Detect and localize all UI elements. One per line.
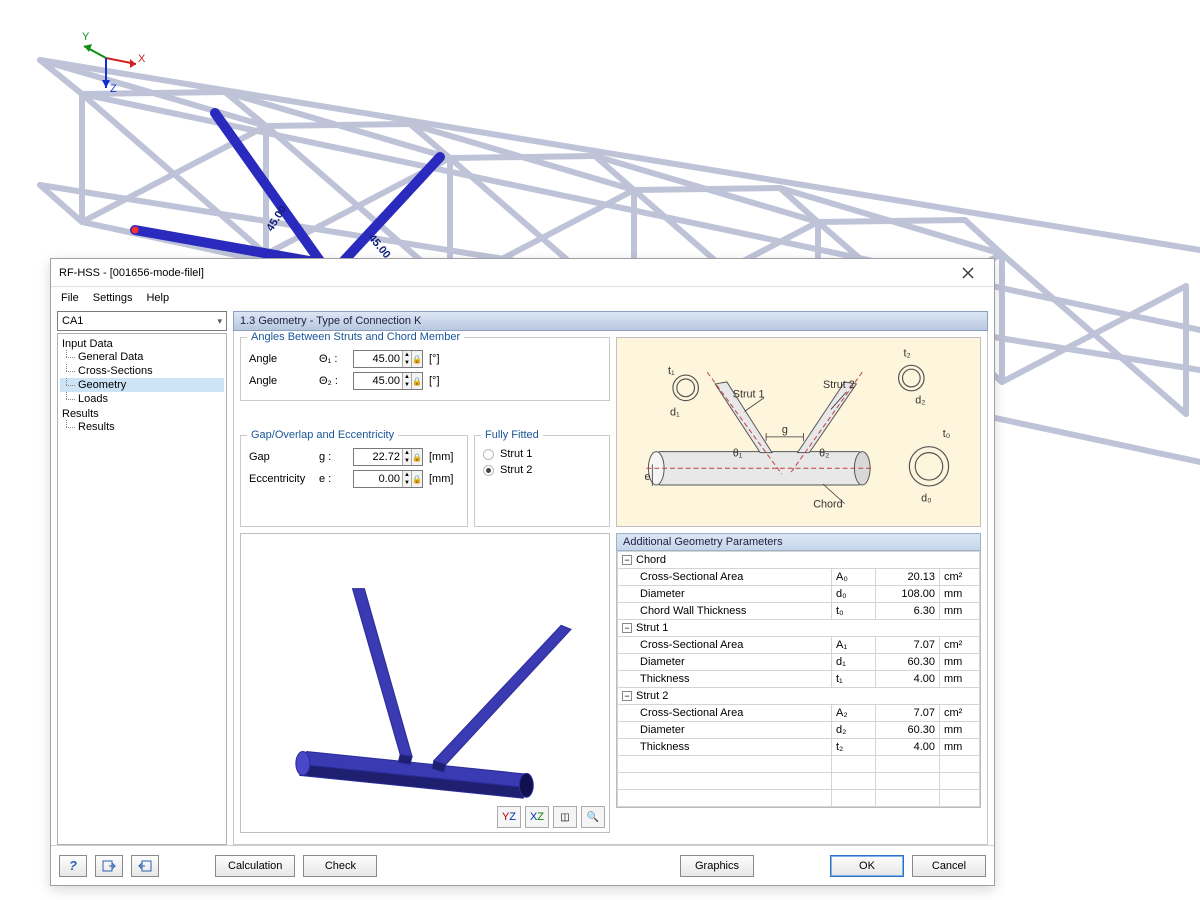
- tree-results[interactable]: Results: [60, 420, 224, 434]
- close-button[interactable]: [950, 263, 986, 283]
- cancel-button[interactable]: Cancel: [912, 855, 986, 877]
- svg-text:θ₁: θ₁: [733, 448, 743, 460]
- menu-help[interactable]: Help: [146, 292, 169, 304]
- svg-text:Y: Y: [82, 31, 90, 43]
- svg-text:t₀: t₀: [943, 428, 950, 440]
- collapse-icon[interactable]: −: [622, 623, 632, 633]
- lock-icon[interactable]: 🔒: [411, 449, 422, 465]
- gap-label: Gap: [249, 451, 313, 463]
- rf-hss-window: RF-HSS - [001656-mode-filel] File Settin…: [50, 258, 995, 886]
- nav-tree[interactable]: Input Data General Data Cross-Sections G…: [57, 333, 227, 845]
- params-title: Additional Geometry Parameters: [616, 533, 981, 551]
- angles-title: Angles Between Struts and Chord Member: [247, 331, 464, 343]
- menubar: File Settings Help: [51, 287, 994, 309]
- svg-text:d₁: d₁: [670, 406, 680, 418]
- fitted-strut2-radio[interactable]: Strut 2: [483, 462, 601, 478]
- svg-text:t₁: t₁: [668, 365, 675, 377]
- svg-text:g: g: [782, 424, 788, 436]
- lock-icon[interactable]: 🔒: [411, 373, 422, 389]
- ecc-label: Eccentricity: [249, 473, 313, 485]
- footer: ? Calculation Check Graphics OK Cancel: [51, 845, 994, 885]
- window-title: RF-HSS - [001656-mode-filel]: [59, 267, 204, 279]
- theta1-unit: [°]: [429, 353, 459, 365]
- gap-input[interactable]: ▲▼🔒: [353, 448, 423, 466]
- gap-groupbox: Gap/Overlap and Eccentricity Gap g : ▲▼🔒…: [240, 435, 468, 527]
- svg-text:Chord: Chord: [813, 499, 842, 511]
- svg-text:e: e: [644, 471, 650, 483]
- lock-icon[interactable]: 🔒: [411, 351, 422, 367]
- tree-loads[interactable]: Loads: [60, 392, 224, 406]
- titlebar[interactable]: RF-HSS - [001656-mode-filel]: [51, 259, 994, 287]
- params-table: −Chord Cross-Sectional AreaA₀20.13cm² Di…: [616, 551, 981, 808]
- ecc-input[interactable]: ▲▼🔒: [353, 470, 423, 488]
- check-button[interactable]: Check: [303, 855, 377, 877]
- help-button[interactable]: ?: [59, 855, 87, 877]
- theta2-unit: [°]: [429, 375, 459, 387]
- sidebar: CA1 ▾ Input Data General Data Cross-Sect…: [57, 311, 227, 845]
- angle-label-2: Angle: [249, 375, 313, 387]
- tree-cross-sections[interactable]: Cross-Sections: [60, 364, 224, 378]
- svg-text:θ₂: θ₂: [819, 448, 829, 460]
- case-combo[interactable]: CA1 ▾: [57, 311, 227, 331]
- graphics-button[interactable]: Graphics: [680, 855, 754, 877]
- theta1-symbol: Θ₁ :: [319, 353, 347, 365]
- gap-title: Gap/Overlap and Eccentricity: [247, 429, 398, 441]
- menu-settings[interactable]: Settings: [93, 292, 133, 304]
- ecc-symbol: e :: [319, 473, 347, 485]
- menu-file[interactable]: File: [61, 292, 79, 304]
- collapse-icon[interactable]: −: [622, 555, 632, 565]
- ecc-unit: [mm]: [429, 473, 459, 485]
- schematic-diagram: t₁ t₂ d₁ d₂ t₀ d₀ θ₁ θ₂ g e Strut 1: [616, 337, 981, 527]
- tree-input-data[interactable]: Input Data: [60, 338, 224, 350]
- svg-text:X: X: [138, 53, 146, 65]
- fitted-strut1-radio[interactable]: Strut 1: [483, 446, 601, 462]
- theta1-input[interactable]: ▲▼🔒: [353, 350, 423, 368]
- view-yz-button[interactable]: YZ: [497, 806, 521, 828]
- svg-text:d₀: d₀: [921, 493, 931, 505]
- main-header: 1.3 Geometry - Type of Connection K: [233, 311, 988, 331]
- view-xz-button[interactable]: XZ: [525, 806, 549, 828]
- lock-icon[interactable]: 🔒: [411, 471, 422, 487]
- fitted-title: Fully Fitted: [481, 429, 543, 441]
- svg-text:t₂: t₂: [903, 347, 910, 359]
- fitted-groupbox: Fully Fitted Strut 1 Strut 2: [474, 435, 610, 527]
- gap-unit: [mm]: [429, 451, 459, 463]
- svg-text:Z: Z: [110, 83, 117, 95]
- main-panel: 1.3 Geometry - Type of Connection K Angl…: [233, 311, 988, 845]
- tree-general-data[interactable]: General Data: [60, 350, 224, 364]
- ok-button[interactable]: OK: [830, 855, 904, 877]
- case-combo-value: CA1: [62, 315, 83, 327]
- tree-results-root[interactable]: Results: [60, 408, 224, 420]
- view-iso-button[interactable]: ◫: [553, 806, 577, 828]
- axes-gizmo: X Y Z: [80, 28, 150, 98]
- zoom-button[interactable]: 🔍: [581, 806, 605, 828]
- export-button[interactable]: [131, 855, 159, 877]
- theta2-symbol: Θ₂ :: [319, 375, 347, 387]
- angle-label: Angle: [249, 353, 313, 365]
- svg-text:Strut 2: Strut 2: [823, 379, 855, 391]
- theta2-input[interactable]: ▲▼🔒: [353, 372, 423, 390]
- gap-symbol: g :: [319, 451, 347, 463]
- import-button[interactable]: [95, 855, 123, 877]
- tree-geometry[interactable]: Geometry: [60, 378, 224, 392]
- calculation-button[interactable]: Calculation: [215, 855, 295, 877]
- chevron-down-icon: ▾: [217, 316, 222, 327]
- collapse-icon[interactable]: −: [622, 691, 632, 701]
- svg-text:d₂: d₂: [915, 395, 925, 407]
- preview-3d[interactable]: YZ XZ ◫ 🔍: [240, 533, 610, 833]
- svg-text:Strut 1: Strut 1: [733, 389, 765, 401]
- angles-groupbox: Angles Between Struts and Chord Member A…: [240, 337, 610, 401]
